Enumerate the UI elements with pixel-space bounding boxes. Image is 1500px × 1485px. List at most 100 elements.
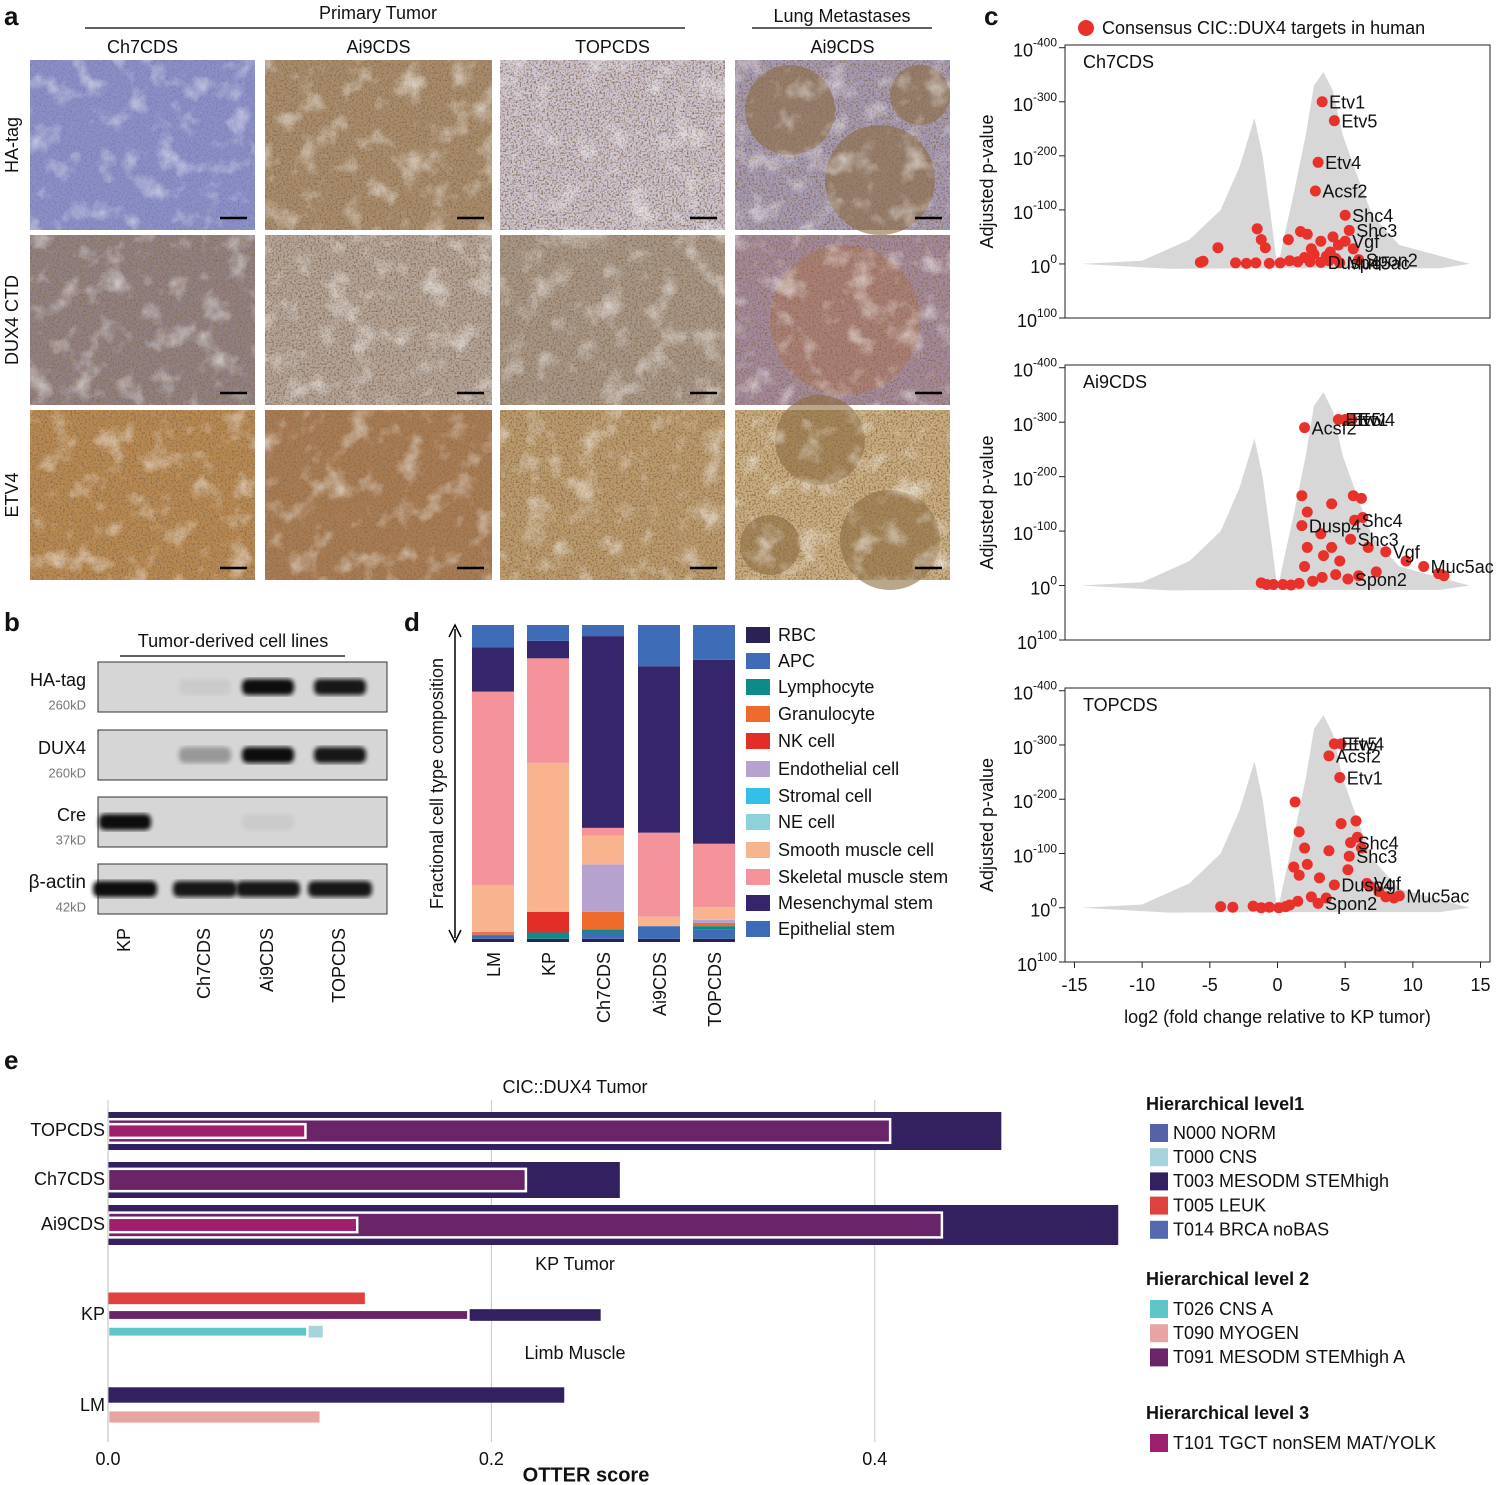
stack-segment [638,832,680,917]
data-point [1293,577,1305,589]
y-tick-label: 100 [1030,896,1057,921]
legend-label: NK cell [778,731,835,751]
legend-swatch [1150,1434,1168,1452]
data-point [1388,892,1400,904]
y-tick-label: 10100 [1017,306,1057,331]
legend-swatch [746,814,770,830]
stack-segment [527,932,569,939]
column-label: Ai9CDS [346,37,410,57]
blot-band [242,747,294,763]
plot-frame [1064,687,1491,963]
x-tick-label: Ch7CDS [594,952,614,1023]
y-axis-title: Fractional cell type composition [427,658,447,909]
stack-segment [693,938,735,942]
stack-segment [638,938,680,942]
gene-label: Shc4 [1358,833,1399,853]
data-point [1277,578,1289,590]
y-tick-label: TOPCDS [30,1120,105,1140]
data-point [1250,257,1262,269]
blot-row-label: DUX4 [38,738,86,758]
bar [106,1325,309,1339]
data-point [1332,239,1344,251]
stack-segment [693,919,735,923]
y-tick-label: 10-400 [1013,356,1057,381]
data-point [1326,498,1338,510]
stack-segment [472,691,514,885]
blot-band [314,747,366,763]
x-tick-label: 0.0 [95,1449,120,1469]
blot-size-label: 260kD [48,765,86,780]
y-tick-exponent: -200 [1033,787,1057,801]
y-tick-base: 10 [1013,203,1033,223]
data-point [1316,571,1328,583]
data-point [1267,578,1279,590]
stack-segment [693,926,735,930]
x-tick-label: -15 [1061,975,1087,995]
y-tick-base: 10 [1013,360,1033,380]
legend-swatch [1150,1172,1168,1191]
data-point [1345,533,1357,545]
y-tick-base: 10 [1013,95,1033,115]
legend-label: Endothelial cell [778,759,899,779]
blot-band [173,881,237,897]
x-tick-label: -5 [1202,975,1218,995]
y-tick-exponent: -100 [1033,198,1057,212]
data-point [1347,243,1359,255]
gene-label: Dusp4 [1309,516,1361,536]
panel-letter: c [984,1,998,31]
data-point [1227,901,1239,913]
blot-row-label: β-actin [29,872,86,893]
gene-label: Etv5 [1345,410,1381,430]
blot-title: Tumor-derived cell lines [138,631,328,651]
legend-swatch [1150,1300,1168,1318]
data-point [1438,570,1450,582]
data-point [1289,796,1301,808]
panel-letter: a [4,1,19,31]
legend-label: Smooth muscle cell [778,840,934,860]
y-tick-exponent: -300 [1033,90,1057,104]
x-tick-label: KP [539,952,559,976]
data-point [1212,242,1224,254]
ihc-texture [500,410,725,580]
panel-letter: e [4,1045,18,1075]
ihc-texture [500,235,725,405]
data-point [1330,253,1342,265]
data-point [1418,560,1430,572]
legend-label: Consensus CIC::DUX4 targets in human [1102,18,1425,38]
data-point [1334,555,1346,567]
gene-label: Acsf2 [1336,747,1381,767]
stack-segment [472,935,514,939]
data-point [1334,772,1346,784]
gene-label: Vgf [1352,232,1380,252]
y-tick-exponent: 0 [1050,574,1057,588]
data-point [1284,255,1296,267]
x-tick-label: 0 [1272,975,1282,995]
stack-segment [582,932,624,939]
data-point [1370,566,1382,578]
gene-label: Shc4 [1362,511,1403,531]
y-tick-label: Ch7CDS [34,1169,105,1189]
data-point [1296,490,1308,502]
legend-swatch [1150,1348,1168,1367]
gene-label: Acsf2 [1322,182,1367,202]
ihc-texture [735,235,950,405]
legend-label: T091 MESODM STEMhigh A [1173,1347,1405,1367]
blot-band [242,814,294,830]
legend-title: Hierarchical level 2 [1146,1269,1309,1289]
data-point [1353,254,1365,266]
data-point [1230,257,1242,269]
y-tick-exponent: 0 [1050,252,1057,266]
data-point [1315,528,1327,540]
bar [108,1387,565,1403]
legend-title: Hierarchical level1 [1146,1094,1304,1114]
y-tick-base: 10 [1030,900,1050,920]
legend-label: N000 NORM [1173,1123,1276,1143]
stack-segment [472,938,514,942]
blot-band [179,747,231,763]
gene-label: Etv1 [1352,410,1388,430]
gene-label: Shc3 [1356,221,1397,241]
stack-segment [527,938,569,942]
ihc-texture [30,235,255,405]
stack-segment [638,926,680,939]
y-tick-label: 100 [1030,574,1057,599]
